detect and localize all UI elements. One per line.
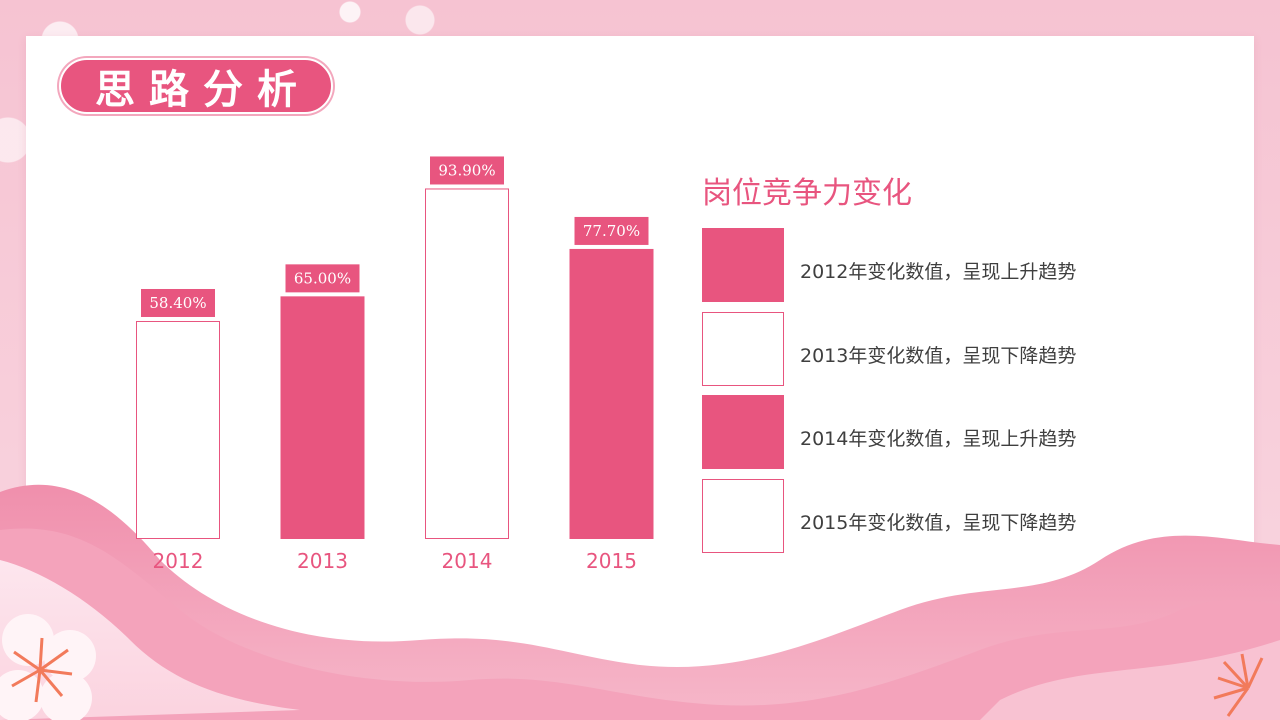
bar-2012 <box>136 320 220 539</box>
legend-swatch-2 <box>702 312 784 386</box>
value-label-bg-2014 <box>430 156 504 185</box>
bar-2014 <box>425 188 509 539</box>
category-label-2015: 2015 <box>586 549 637 573</box>
value-label-bg-2015 <box>574 216 649 245</box>
legend-label-1: 2012年变化数值，呈现上升趋势 <box>800 261 1077 283</box>
legend-swatch-3 <box>702 395 784 469</box>
bar-2013 <box>280 296 365 539</box>
category-label-2012: 2012 <box>153 549 204 573</box>
bar-2015 <box>569 248 654 539</box>
value-label-2014: 93.90% <box>438 161 495 179</box>
legend-swatch-1 <box>702 228 784 302</box>
legend-title: 岗位竞争力变化 <box>702 176 912 211</box>
legend-label-3: 2014年变化数值，呈现上升趋势 <box>800 428 1077 450</box>
value-label-2013: 65.00% <box>294 269 351 287</box>
legend-swatch-4 <box>702 479 784 553</box>
title-badge: 思路分析 <box>59 58 333 114</box>
value-label-bg-2012 <box>141 288 215 317</box>
legend-label-2: 2013年变化数值，呈现下降趋势 <box>800 345 1077 367</box>
value-label-bg-2013 <box>285 264 360 293</box>
category-label-2014: 2014 <box>442 549 493 573</box>
slide-title: 思路分析 <box>95 67 311 113</box>
value-label-2015: 77.70% <box>583 222 640 240</box>
value-label-2012: 58.40% <box>149 294 206 312</box>
category-label-2013: 2013 <box>297 549 348 573</box>
legend-label-4: 2015年变化数值，呈现下降趋势 <box>800 512 1077 534</box>
